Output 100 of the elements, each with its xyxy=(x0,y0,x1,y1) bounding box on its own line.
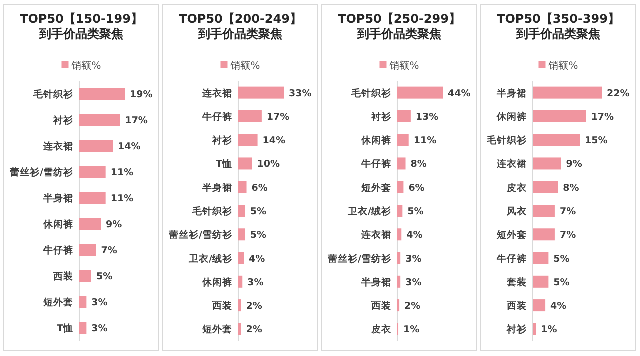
legend-label: 销额% xyxy=(230,60,260,72)
data-label: 8% xyxy=(563,182,580,194)
chart-title: TOP50【200-249】 xyxy=(179,12,302,26)
data-label: 2% xyxy=(246,301,263,312)
bar xyxy=(397,252,401,264)
y-tick-label: 西装 xyxy=(506,300,527,312)
data-label: 5% xyxy=(96,272,114,282)
data-label: 14% xyxy=(118,142,142,152)
y-tick-label: 西装 xyxy=(370,300,392,312)
y-tick-label: 连衣裙 xyxy=(496,158,527,170)
bar xyxy=(397,134,409,146)
data-label: 1% xyxy=(541,324,558,336)
data-label: 2% xyxy=(404,301,422,312)
y-tick-label: 半身裙 xyxy=(360,276,392,288)
chart-subtitle: 到手价品类聚焦 xyxy=(516,27,600,41)
bar xyxy=(238,323,242,336)
y-tick-label: 半身裙 xyxy=(201,182,232,194)
y-tick-label: 连衣裙 xyxy=(360,229,392,242)
data-label: 5% xyxy=(554,254,570,265)
y-tick-label: 毛针织衫 xyxy=(191,206,234,218)
y-tick-label: 短外套 xyxy=(201,324,232,336)
bar xyxy=(533,205,555,217)
y-tick-label: 牛仔裤 xyxy=(42,244,74,256)
y-tick-label: 皮衣 xyxy=(370,324,392,336)
data-label: 11% xyxy=(110,168,134,178)
bar xyxy=(238,276,243,288)
data-label: 19% xyxy=(130,90,154,100)
data-label: 22% xyxy=(607,88,630,100)
y-tick-label: 牛仔裤 xyxy=(360,158,392,170)
bar xyxy=(533,228,555,241)
chart-subtitle: 到手价品类聚焦 xyxy=(198,27,282,41)
bar xyxy=(79,218,102,230)
bar xyxy=(533,134,580,146)
y-tick-label: 衬衫 xyxy=(370,110,392,123)
bar xyxy=(79,296,87,308)
y-tick-label: 蕾丝衫/雪纺衫 xyxy=(168,229,234,242)
y-tick-label: 短外套 xyxy=(360,182,392,194)
data-label: 6% xyxy=(408,182,426,194)
data-label: 33% xyxy=(289,88,312,100)
data-label: 4% xyxy=(550,301,568,312)
bar xyxy=(238,300,242,312)
bar xyxy=(238,86,284,99)
bar xyxy=(397,158,406,170)
y-tick-label: 连衣裙 xyxy=(42,140,74,152)
bar xyxy=(533,323,536,336)
data-label: 3% xyxy=(406,254,422,265)
data-label: 14% xyxy=(262,136,286,147)
chart-title: TOP50【150-199】 xyxy=(20,12,143,26)
bar xyxy=(79,88,125,100)
data-label: 17% xyxy=(591,112,615,123)
data-label: 13% xyxy=(416,112,440,123)
bar xyxy=(533,252,549,264)
y-tick-label: 半身裙 xyxy=(42,192,74,204)
y-tick-label: 连衣裙 xyxy=(201,87,232,100)
bar xyxy=(238,134,258,146)
data-label: 5% xyxy=(250,206,267,218)
y-tick-label: 休闲裤 xyxy=(496,110,527,123)
bar xyxy=(533,276,549,288)
bar xyxy=(533,86,602,99)
data-label: 9% xyxy=(566,159,583,170)
y-tick-label: 休闲裤 xyxy=(360,134,392,147)
bar xyxy=(397,276,401,288)
y-tick-label: 风衣 xyxy=(506,206,528,218)
data-label: 6% xyxy=(252,182,268,194)
y-tick-label: 短外套 xyxy=(496,229,527,242)
bar xyxy=(397,228,402,241)
y-tick-label: T恤 xyxy=(57,322,74,334)
data-label: 7% xyxy=(560,206,577,218)
bar xyxy=(238,228,246,241)
bar xyxy=(397,205,403,217)
data-label: 15% xyxy=(585,136,608,147)
bar xyxy=(79,192,106,204)
data-label: 11% xyxy=(414,136,438,147)
data-label: 9% xyxy=(106,220,123,230)
y-tick-label: 牛仔裤 xyxy=(496,252,527,265)
y-tick-label: 卫衣/绒衫 xyxy=(347,206,392,218)
y-tick-label: 毛针织衫 xyxy=(486,134,528,147)
bar xyxy=(238,205,246,217)
bar xyxy=(79,270,92,282)
data-label: 7% xyxy=(101,246,118,256)
bar xyxy=(533,158,562,170)
data-label: 5% xyxy=(408,206,424,218)
data-label: 7% xyxy=(560,230,577,242)
data-label: 4% xyxy=(406,230,424,242)
bar xyxy=(533,181,558,194)
data-label: 3% xyxy=(92,298,108,308)
bar xyxy=(238,252,244,264)
bar xyxy=(79,322,87,334)
data-label: 1% xyxy=(404,324,420,336)
y-tick-label: 牛仔裤 xyxy=(201,110,232,123)
data-label: 8% xyxy=(410,159,428,170)
data-label: 10% xyxy=(257,159,280,170)
y-tick-label: 毛针织衫 xyxy=(32,88,74,100)
data-label: 2% xyxy=(246,324,263,336)
y-tick-label: 衬衫 xyxy=(52,114,74,126)
legend-label: 销额% xyxy=(70,60,102,72)
chart-subtitle: 到手价品类聚焦 xyxy=(38,27,124,41)
bar xyxy=(397,300,400,312)
bar xyxy=(397,86,443,99)
data-label: 5% xyxy=(250,230,267,242)
